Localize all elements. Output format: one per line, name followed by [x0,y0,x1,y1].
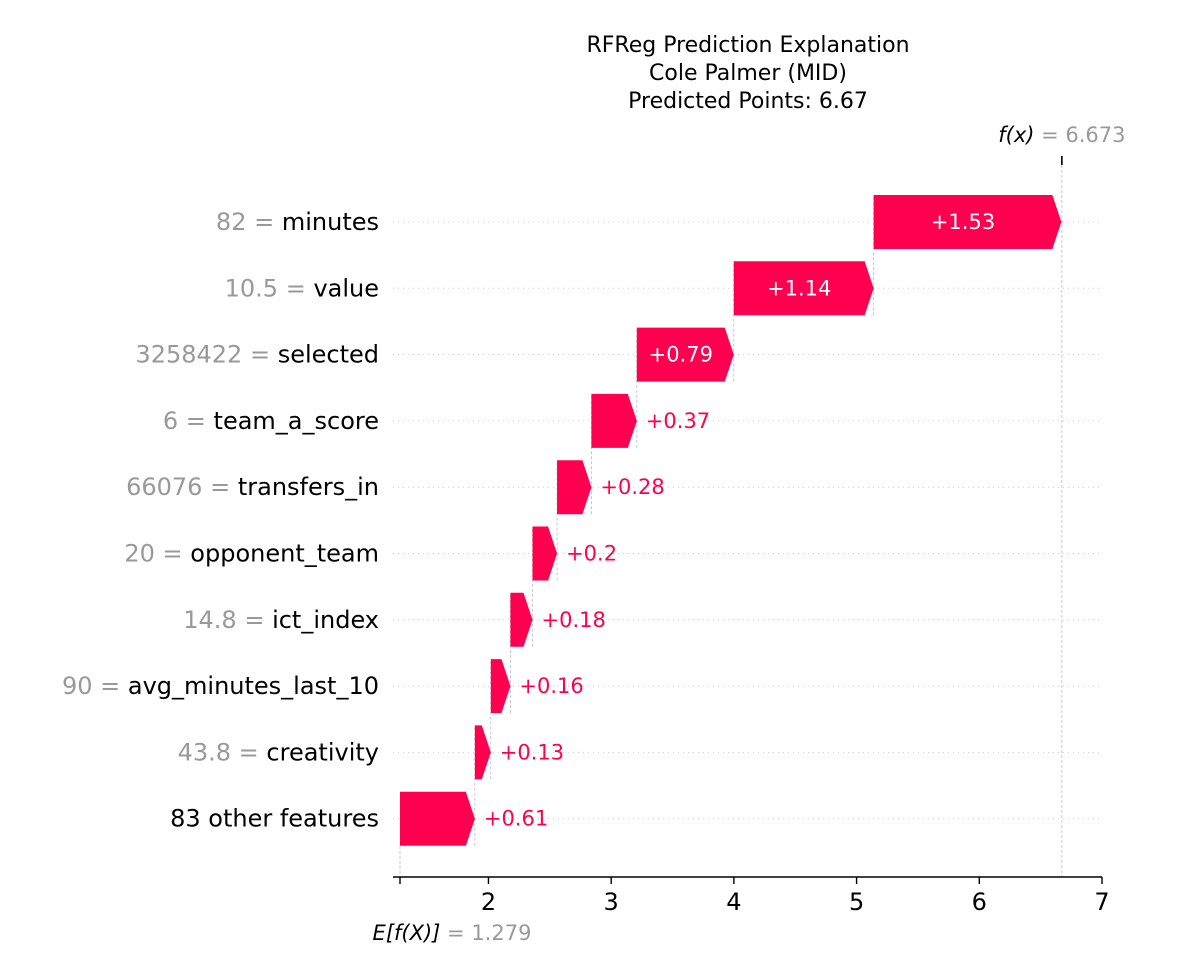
feature-equals: = [202,473,237,501]
output-label-value: = 6.673 [1041,123,1125,147]
base-value-label: E[f(X)] = 1.279 [373,921,532,945]
feature-equals: = [246,208,281,236]
feature-value: 6 [163,407,178,435]
feature-name: creativity [266,738,379,766]
bar-value-label: +0.2 [566,542,617,566]
output-value-label: f(x) = 6.673 [998,123,1125,147]
feature-value: 82 [216,208,247,236]
x-tick-label: 7 [1094,888,1109,916]
feature-name: 83 other features [170,805,379,833]
feature-value: 90 [62,672,93,700]
chart-title-line-3: Predicted Points: 6.67 [628,89,868,114]
feature-equals: = [237,606,272,634]
contribution-bar [400,791,475,846]
contribution-bar [591,393,637,448]
contribution-bar [510,592,533,647]
contribution-bar [873,195,1062,249]
bar-value-label: +0.79 [649,343,713,367]
contribution-bar [532,526,558,581]
feature-name: ict_index [272,606,379,634]
feature-label: 6 = team_a_score [163,407,379,435]
feature-equals: = [155,540,190,568]
x-tick-label: 2 [481,888,496,916]
bar-value-label: +1.53 [931,210,995,234]
bar-value-label: +0.37 [646,409,710,433]
feature-value: 3258422 [135,341,242,369]
feature-name: avg_minutes_last_10 [128,672,379,700]
base-label-value: = 1.279 [447,921,531,945]
feature-equals: = [242,341,277,369]
feature-value: 20 [124,540,155,568]
x-tick-label: 5 [849,888,864,916]
feature-equals: = [278,274,313,302]
feature-equals: = [178,407,213,435]
feature-label: 66076 = transfers_in [126,473,379,501]
feature-equals: = [93,672,128,700]
contribution-bar [636,327,734,382]
bar-value-label: +0.28 [600,475,664,499]
feature-name: opponent_team [190,540,379,568]
bar-value-label: +0.16 [519,674,583,698]
feature-value: 10.5 [225,274,278,302]
feature-equals: = [231,738,266,766]
base-label-prefix: E[f(X)] [373,921,448,945]
feature-value: 43.8 [178,738,231,766]
feature-label: 82 = minutes [216,208,379,236]
feature-name: team_a_score [214,407,379,435]
contribution-bar [733,261,874,316]
x-tick-label: 4 [726,888,741,916]
feature-label: 20 = opponent_team [124,540,379,568]
feature-name: value [313,274,379,302]
chart-title-line-1: RFReg Prediction Explanation [586,33,910,58]
feature-name: transfers_in [238,473,379,501]
contribution-bar [474,725,491,780]
feature-label: 3258422 = selected [135,341,379,369]
bar-value-label: +0.18 [542,608,606,632]
x-tick-label: 6 [972,888,987,916]
contribution-bar [557,460,592,515]
feature-name: selected [278,341,379,369]
chart-title-line-2: Cole Palmer (MID) [649,61,847,86]
feature-label: 10.5 = value [225,274,379,302]
feature-label: 14.8 = ict_index [183,606,379,634]
output-label-prefix: f(x) [998,123,1041,147]
bar-value-label: +0.61 [484,807,548,831]
feature-name: minutes [282,208,379,236]
feature-label: 90 = avg_minutes_last_10 [62,672,379,700]
feature-value: 14.8 [183,606,236,634]
contribution-bar [490,659,511,714]
bar-value-label: +1.14 [767,276,831,300]
bar-value-label: +0.13 [500,740,564,764]
x-tick-label: 3 [604,888,619,916]
feature-value: 66076 [126,473,202,501]
feature-label: 83 other features [170,805,379,833]
feature-label: 43.8 = creativity [178,738,379,766]
